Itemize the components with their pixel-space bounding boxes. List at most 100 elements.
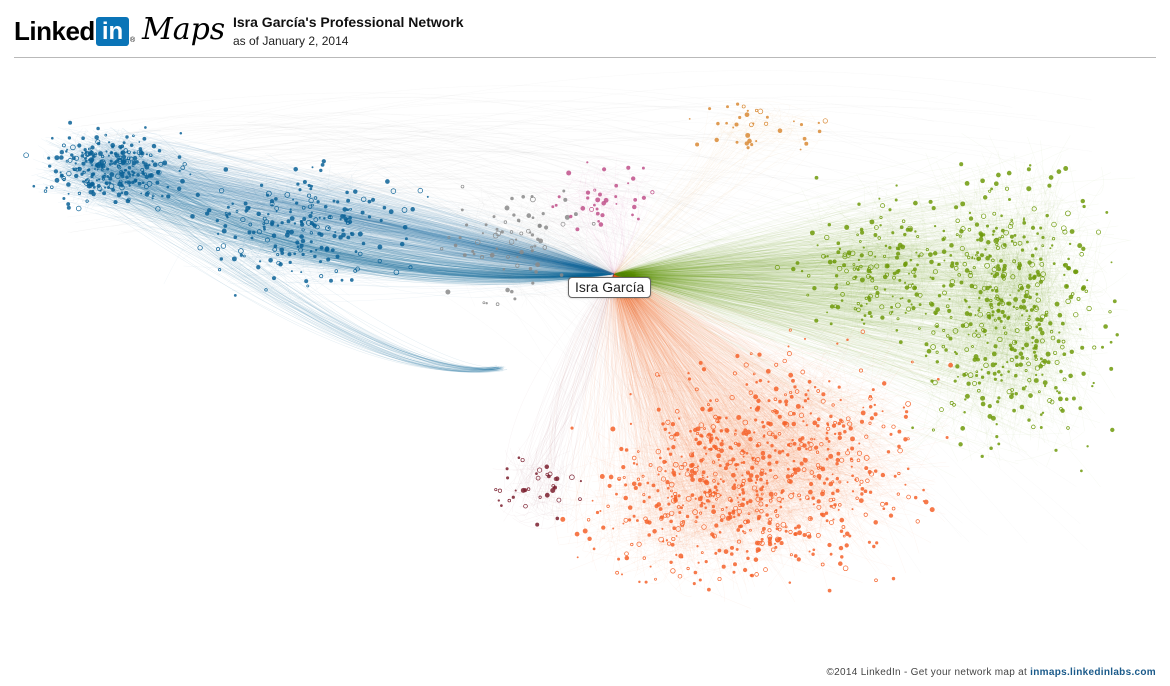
network-node	[682, 504, 684, 507]
network-node	[754, 572, 759, 577]
network-node	[840, 292, 845, 297]
network-node	[896, 492, 900, 496]
network-node	[530, 245, 533, 249]
network-node	[797, 446, 802, 451]
network-node	[1027, 378, 1032, 383]
network-node	[986, 370, 991, 375]
network-node	[1078, 406, 1083, 411]
network-node	[1060, 344, 1065, 350]
network-node	[719, 429, 723, 433]
network-node	[709, 438, 712, 441]
network-node	[989, 302, 993, 307]
network-node	[599, 509, 602, 513]
network-node	[977, 309, 981, 312]
network-node	[874, 255, 877, 258]
network-node	[837, 421, 841, 426]
network-node	[799, 148, 802, 151]
network-node	[905, 227, 910, 232]
network-node	[835, 476, 839, 481]
network-node	[500, 230, 504, 234]
network-node	[679, 520, 685, 526]
network-node	[985, 285, 990, 291]
network-node	[1056, 390, 1059, 393]
network-node	[884, 244, 888, 248]
network-node	[125, 175, 129, 179]
network-node	[814, 318, 819, 323]
network-node	[998, 236, 1002, 240]
network-node	[939, 407, 944, 412]
network-node	[1062, 352, 1067, 357]
network-node	[355, 266, 360, 272]
network-node	[943, 259, 946, 262]
network-node	[190, 214, 195, 219]
network-node	[782, 358, 787, 364]
network-node	[984, 333, 987, 336]
network-node	[256, 265, 261, 270]
network-node	[962, 261, 968, 267]
network-node	[658, 456, 662, 460]
network-node	[935, 325, 939, 328]
network-node	[708, 488, 712, 492]
network-node	[296, 182, 300, 186]
network-node	[978, 290, 983, 295]
network-node	[1010, 218, 1014, 222]
network-node	[1045, 213, 1049, 218]
network-node	[968, 305, 971, 309]
network-node	[132, 151, 136, 155]
network-node	[1026, 167, 1031, 172]
network-node	[841, 424, 846, 428]
network-node	[723, 466, 728, 471]
network-node	[302, 217, 307, 221]
network-node	[426, 195, 429, 198]
center-node-label[interactable]: Isra García	[568, 277, 652, 298]
network-node	[218, 187, 225, 194]
network-node	[668, 481, 675, 488]
network-node	[675, 535, 678, 537]
network-node	[825, 477, 829, 481]
network-node	[752, 372, 756, 376]
network-node	[663, 513, 668, 518]
network-node	[835, 457, 840, 463]
network-node	[59, 171, 62, 174]
footer-link[interactable]: inmaps.linkedinlabs.com	[1030, 667, 1156, 678]
network-node	[929, 507, 935, 513]
network-node	[786, 351, 792, 357]
network-node	[980, 375, 985, 379]
network-node	[738, 503, 742, 507]
network-node	[624, 483, 628, 487]
network-node	[863, 512, 868, 517]
network-node	[667, 502, 671, 506]
network-node	[846, 253, 851, 258]
network-node	[274, 206, 280, 211]
network-node	[1000, 214, 1003, 217]
network-node	[718, 530, 722, 534]
network-node	[1028, 295, 1032, 300]
network-node	[988, 314, 991, 317]
network-node	[646, 481, 650, 485]
network-node	[367, 215, 372, 219]
network-map[interactable]	[0, 58, 1170, 658]
network-node	[94, 168, 96, 170]
network-node	[746, 109, 749, 112]
network-node	[1000, 273, 1006, 279]
network-node	[744, 432, 749, 436]
network-node	[839, 457, 845, 463]
network-node	[629, 393, 632, 396]
network-node	[65, 159, 69, 163]
network-node	[735, 468, 738, 471]
network-node	[773, 386, 779, 392]
network-node	[868, 396, 873, 401]
network-node	[66, 170, 72, 177]
network-node	[836, 241, 841, 246]
network-node	[788, 372, 794, 378]
network-node	[697, 477, 703, 483]
network-node	[738, 115, 742, 120]
network-node	[526, 228, 531, 234]
network-node	[538, 495, 542, 499]
network-node	[1054, 448, 1058, 452]
network-node	[758, 501, 764, 507]
network-node	[722, 480, 725, 483]
network-node	[957, 375, 959, 378]
network-node	[1062, 377, 1067, 382]
network-node	[969, 283, 975, 289]
